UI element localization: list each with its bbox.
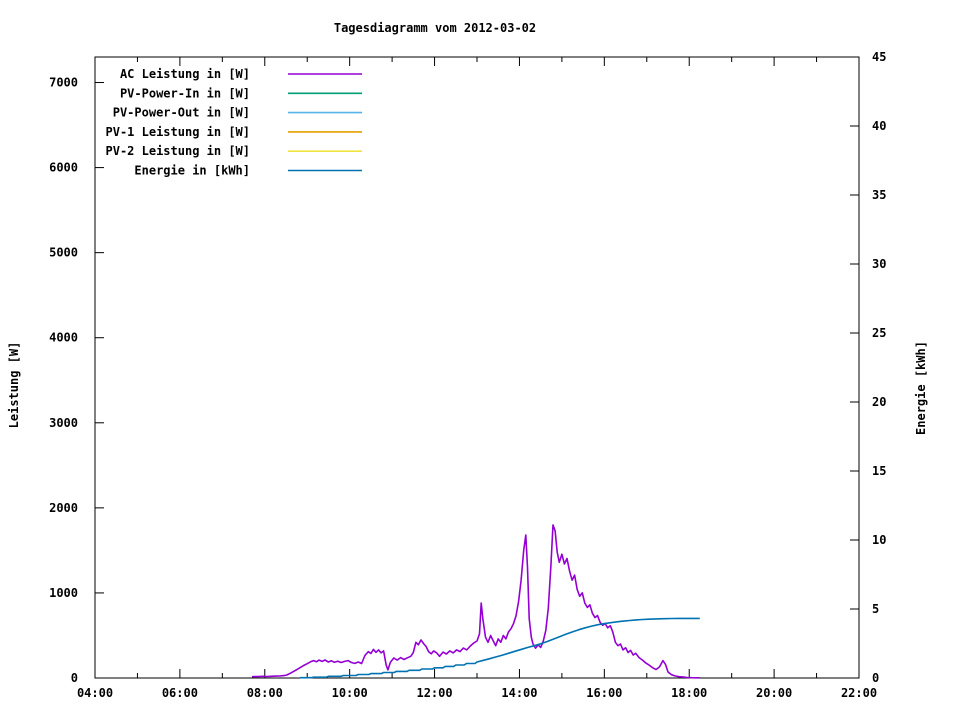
x-tick-label: 12:00 [416, 686, 452, 700]
legend-label-pv-power-in: PV-Power-In in [W] [120, 86, 250, 100]
y-left-tick-label: 0 [71, 671, 78, 685]
y-left-tick-label: 1000 [49, 586, 78, 600]
legend-label-ac-leistung: AC Leistung in [W] [120, 67, 250, 81]
y-right-tick-label: 25 [872, 326, 886, 340]
y-right-tick-label: 45 [872, 50, 886, 64]
y-left-tick-label: 7000 [49, 76, 78, 90]
y-right-tick-label: 5 [872, 602, 879, 616]
chart-title: Tagesdiagramm vom 2012-03-02 [333, 21, 537, 35]
y-right-tick-label: 35 [872, 188, 886, 202]
x-tick-label: 10:00 [332, 686, 368, 700]
x-tick-label: 16:00 [586, 686, 622, 700]
legend-label-pv1-leistung: PV-1 Leistung in [W] [106, 125, 251, 139]
y-left-tick-label: 2000 [49, 501, 78, 515]
y-left-tick-label: 5000 [49, 246, 78, 260]
x-tick-label: 08:00 [247, 686, 283, 700]
y-right-tick-label: 15 [872, 464, 886, 478]
y-right-tick-label: 0 [872, 671, 879, 685]
y-left-tick-label: 3000 [49, 416, 78, 430]
y-right-tick-label: 10 [872, 533, 886, 547]
legend-label-energie: Energie in [kWh] [134, 164, 250, 178]
x-tick-label: 18:00 [671, 686, 707, 700]
x-tick-label: 20:00 [756, 686, 792, 700]
legend-label-pv2-leistung: PV-2 Leistung in [W] [106, 144, 251, 158]
x-tick-label: 04:00 [77, 686, 113, 700]
y-right-tick-label: 20 [872, 395, 886, 409]
series-line-energie [300, 617, 700, 679]
series-line-ac-leistung [251, 524, 700, 679]
x-tick-label: 06:00 [162, 686, 198, 700]
y-right-tick-label: 40 [872, 119, 886, 133]
y-left-tick-label: 6000 [49, 161, 78, 175]
legend-label-pv-power-out: PV-Power-Out in [W] [113, 106, 250, 120]
y-left-tick-label: 4000 [49, 331, 78, 345]
x-tick-label: 14:00 [501, 686, 537, 700]
x-tick-label: 22:00 [841, 686, 877, 700]
y-right-tick-label: 30 [872, 257, 886, 271]
